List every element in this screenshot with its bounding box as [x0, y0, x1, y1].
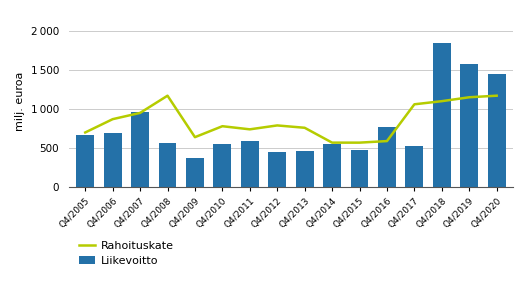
Rahoituskate — [384, 139, 390, 143]
Rahoituskate — [219, 124, 225, 128]
Line: Rahoituskate: Rahoituskate — [85, 96, 497, 143]
Bar — [186, 158, 204, 187]
Rahoituskate — [411, 102, 417, 106]
Bar — [460, 64, 478, 187]
Rahoituskate — [274, 124, 280, 127]
Bar — [296, 151, 314, 187]
Bar — [433, 43, 451, 187]
Y-axis label: milj. euroa: milj. euroa — [15, 72, 25, 131]
Rahoituskate — [466, 95, 472, 99]
Bar — [159, 143, 177, 187]
Rahoituskate — [329, 141, 335, 144]
Bar — [268, 152, 286, 187]
Bar — [378, 127, 396, 187]
Rahoituskate — [82, 131, 88, 134]
Rahoituskate — [192, 135, 198, 139]
Bar — [104, 133, 122, 187]
Bar — [131, 112, 149, 187]
Rahoituskate — [247, 127, 253, 131]
Bar — [241, 141, 259, 187]
Rahoituskate — [439, 99, 445, 103]
Legend: Rahoituskate, Liikevoitto: Rahoituskate, Liikevoitto — [79, 241, 174, 266]
Bar — [323, 144, 341, 187]
Bar — [214, 144, 231, 187]
Rahoituskate — [357, 141, 363, 144]
Rahoituskate — [137, 111, 143, 115]
Bar — [351, 150, 368, 187]
Bar — [76, 135, 94, 187]
Rahoituskate — [494, 94, 500, 98]
Bar — [488, 74, 506, 187]
Rahoituskate — [165, 94, 171, 98]
Rahoituskate — [302, 126, 308, 130]
Bar — [405, 146, 423, 187]
Rahoituskate — [110, 117, 116, 121]
